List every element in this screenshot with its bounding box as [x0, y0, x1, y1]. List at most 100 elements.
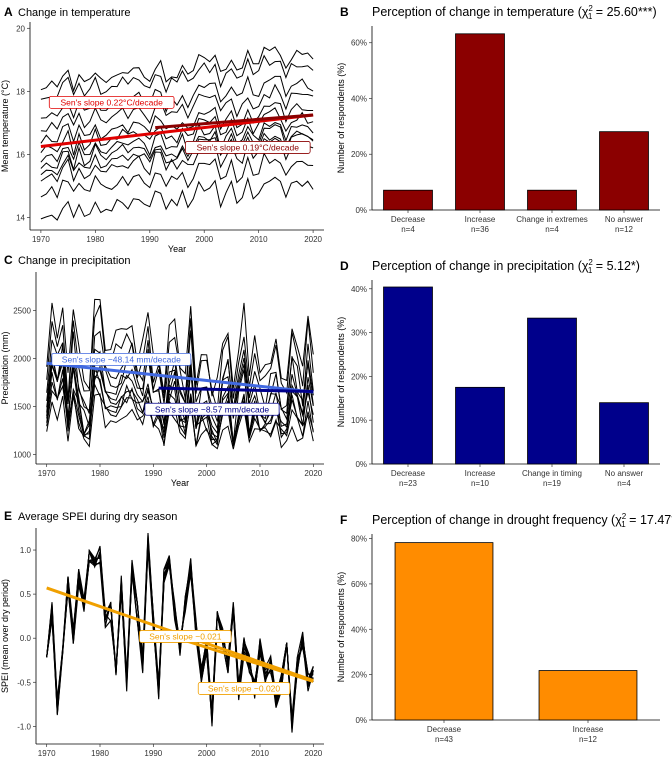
- y-tick-label: 0.0: [20, 634, 32, 643]
- y-tick-label: 60%: [351, 580, 367, 589]
- chi-sup: 2: [588, 258, 593, 267]
- y-axis-title: Precipitation (mm): [0, 331, 10, 404]
- y-tick-label: -1.0: [17, 722, 31, 731]
- spei-series: [46, 545, 314, 729]
- station-series: [40, 152, 314, 199]
- x-tick-label: 2000: [198, 469, 216, 478]
- panel-c-letter: C: [4, 253, 13, 267]
- trend-label-box: [144, 402, 280, 416]
- x-tick-label: 1980: [86, 235, 104, 244]
- sample-size-label: n=12: [615, 225, 634, 234]
- bar: [527, 189, 577, 211]
- y-tick-label: 14: [16, 213, 25, 222]
- y-tick-label: 10%: [351, 416, 367, 425]
- panel-b-temperature-perception: B Perception of change in temperature (χ…: [336, 4, 660, 234]
- sample-size-label: n=36: [471, 225, 490, 234]
- category-label: Change in timing: [522, 469, 582, 478]
- chi-sub: 1: [588, 12, 593, 21]
- station-series: [40, 124, 314, 172]
- panel-e-letter: E: [4, 509, 12, 523]
- sample-size-label: n=19: [543, 479, 562, 488]
- station-series: [40, 102, 314, 144]
- x-tick-label: 2020: [304, 749, 322, 758]
- station-series: [40, 122, 314, 163]
- category-label: Increase: [573, 725, 604, 734]
- x-tick-label: 2020: [304, 235, 322, 244]
- y-tick-label: 2500: [13, 306, 31, 315]
- trend-label: Sen's slope −48.14 mm/decade: [62, 354, 181, 364]
- y-axis-title: SPEI (mean over dry period): [0, 579, 10, 693]
- trend-line: [46, 361, 314, 394]
- chi-sub: 1: [621, 520, 626, 529]
- x-tick-label: 1990: [144, 749, 162, 758]
- x-tick-label: 1980: [91, 749, 109, 758]
- trend-label-box: [51, 352, 192, 366]
- trend-label-box: [48, 95, 175, 109]
- panel-f-title: Perception of change in drought frequenc…: [372, 512, 672, 529]
- panel-f-title-text: Perception of change in drought frequenc…: [372, 513, 608, 527]
- panel-b-title-text: Perception of change in temperature: [372, 5, 574, 19]
- trend-label-box: [139, 630, 232, 643]
- bar: [599, 402, 649, 465]
- y-axis-title: Mean temperature (°C): [0, 80, 10, 172]
- x-tick-label: 1970: [38, 749, 56, 758]
- sample-size-label: n=43: [435, 735, 454, 744]
- trend-label-box: [185, 141, 311, 154]
- y-tick-label: 0.5: [20, 590, 32, 599]
- y-tick-label: 0%: [355, 460, 367, 469]
- sample-size-label: n=10: [471, 479, 490, 488]
- trend-line: [158, 386, 314, 394]
- bar: [455, 386, 505, 465]
- sample-size-label: n=23: [399, 479, 418, 488]
- y-tick-label: 0%: [355, 206, 367, 215]
- panel-e-spei-series: E Average SPEI during dry season -1.0 -0.…: [0, 509, 324, 759]
- x-axis-title: Year: [171, 478, 189, 488]
- sample-size-label: n=4: [617, 479, 631, 488]
- panel-a-title: Change in temperature: [18, 7, 131, 19]
- panel-f-stat: 17.47***: [640, 513, 672, 527]
- category-label: Decrease: [391, 469, 426, 478]
- x-tick-label: 2010: [250, 235, 268, 244]
- station-series: [46, 330, 314, 422]
- trend-label: Sen's slope 0.22°C/decade: [60, 97, 163, 107]
- y-tick-label: 40%: [351, 94, 367, 103]
- bar: [599, 131, 649, 211]
- panel-f-letter: F: [340, 513, 347, 527]
- x-tick-label: 1990: [144, 469, 162, 478]
- panel-b-stat: 25.60***: [607, 5, 653, 19]
- chi-symbol: χ: [582, 259, 589, 273]
- y-tick-label: 40%: [351, 625, 367, 634]
- chi-symbol: χ: [615, 513, 622, 527]
- x-tick-label: 2020: [304, 469, 322, 478]
- panel-d-letter: D: [340, 259, 349, 273]
- bar: [394, 542, 494, 721]
- station-series: [40, 75, 314, 120]
- trend-line: [40, 113, 314, 148]
- category-label: Increase: [465, 215, 496, 224]
- x-axis-title: Year: [168, 244, 186, 254]
- bar: [538, 670, 638, 721]
- y-tick-label: 16: [16, 150, 25, 159]
- trend-label-box: [197, 682, 291, 695]
- station-series: [40, 54, 314, 100]
- x-tick-label: 2000: [195, 235, 213, 244]
- bar: [383, 286, 433, 465]
- y-axis-title: Number of respondents (%): [336, 63, 346, 174]
- category-label: No answer: [605, 215, 644, 224]
- y-tick-label: 0%: [355, 716, 367, 725]
- trend-line: [155, 113, 314, 130]
- y-tick-label: 80%: [351, 535, 367, 544]
- y-tick-label: 40%: [351, 285, 367, 294]
- y-tick-label: 18: [16, 87, 25, 96]
- x-tick-label: 2010: [251, 469, 269, 478]
- panel-d-title-text: Perception of change in precipitation: [372, 259, 574, 273]
- y-tick-label: -0.5: [17, 678, 31, 687]
- station-series: [40, 83, 314, 132]
- y-tick-label: 20%: [351, 372, 367, 381]
- panel-d-title: Perception of change in precipitation (χ…: [372, 258, 640, 275]
- trend-label: Sen's slope −0.020: [208, 683, 281, 693]
- chi-sup: 2: [588, 4, 593, 13]
- y-tick-label: 20: [16, 24, 25, 33]
- category-label: No answer: [605, 469, 644, 478]
- x-tick-label: 1970: [38, 469, 56, 478]
